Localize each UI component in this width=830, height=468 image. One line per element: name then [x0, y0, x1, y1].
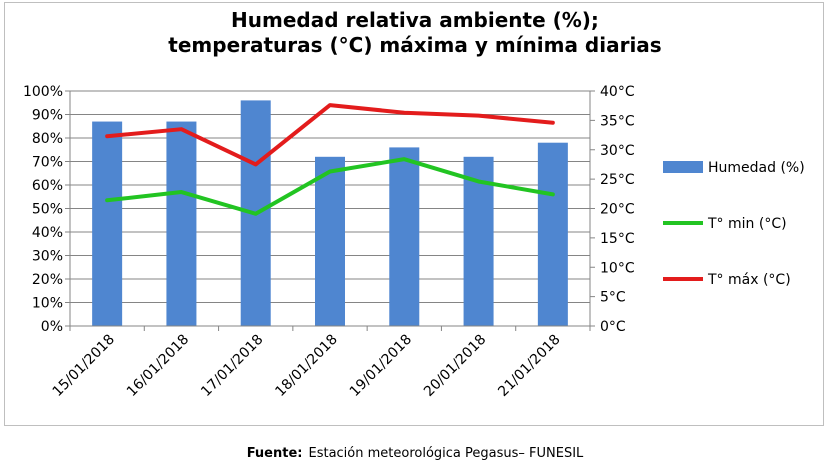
left-tick-label: 100%: [23, 84, 63, 100]
left-tick-label: 90%: [32, 108, 63, 124]
bars-humedad: [92, 100, 568, 327]
right-tick-label: 30°C: [600, 143, 635, 159]
legend-label: Humedad (%): [708, 160, 805, 176]
source-note: Fuente: Estación meteorológica Pegasus– F…: [0, 446, 830, 461]
source-text: Estación meteorológica Pegasus– FUNESIL: [308, 446, 584, 461]
series-line: [105, 157, 555, 216]
temperature-lines: [105, 103, 555, 216]
right-axis-ticks: 0°C 5°C 10°C 15°C 20°C 25°C 30°C 35°C 40°C: [590, 84, 635, 335]
left-tick-label: 80%: [32, 131, 63, 147]
source-label: Fuente:: [246, 446, 303, 461]
left-tick-label: 0%: [41, 319, 63, 335]
bar-humedad: [537, 142, 568, 326]
bar-humedad: [389, 147, 420, 326]
left-tick-label: 60%: [32, 178, 63, 194]
x-tick-label: 15/01/2018: [50, 332, 118, 400]
right-tick-label: 40°C: [600, 84, 635, 100]
bar-humedad: [166, 121, 197, 326]
left-tick-label: 10%: [32, 296, 63, 312]
right-tick-label: 0°C: [600, 319, 626, 335]
left-tick-label: 30%: [32, 249, 63, 265]
right-tick-label: 15°C: [600, 231, 635, 247]
left-tick-label: 20%: [32, 272, 63, 288]
chart-title-line-2: temperaturas (°C) máxima y mínima diaria…: [168, 33, 661, 57]
legend-swatch-bar: [663, 161, 703, 173]
x-tick-label: 18/01/2018: [272, 332, 340, 400]
legend-label: T° min (°C): [707, 216, 787, 232]
right-tick-label: 20°C: [600, 202, 635, 218]
right-tick-label: 5°C: [600, 290, 626, 306]
series-line: [105, 103, 555, 167]
x-axis-ticks: 15/01/2018 16/01/2018 17/01/2018 18/01/2018…: [50, 332, 564, 400]
left-axis-ticks: 0% 10% 20% 30% 40% 50% 60% 70% 80% 90% 100%: [23, 84, 70, 335]
legend-label: T° máx (°C): [707, 272, 791, 288]
left-tick-label: 50%: [32, 202, 63, 218]
chart-frame: Humedad relativa ambiente (%); temperatu…: [4, 2, 824, 426]
right-tick-label: 25°C: [600, 172, 635, 188]
x-tick-label: 17/01/2018: [198, 332, 266, 400]
right-tick-label: 35°C: [600, 113, 635, 129]
left-tick-label: 70%: [32, 155, 63, 171]
chart-title-line-1: Humedad relativa ambiente (%);: [231, 8, 599, 32]
x-tick-label: 16/01/2018: [124, 332, 192, 400]
legend: Humedad (%) T° min (°C) T° máx (°C): [663, 160, 805, 288]
x-tick-label: 20/01/2018: [421, 332, 489, 400]
left-tick-label: 40%: [32, 225, 63, 241]
bar-humedad: [92, 121, 123, 326]
x-tick-label: 19/01/2018: [347, 332, 415, 400]
bar-humedad: [315, 156, 345, 326]
chart: Humedad relativa ambiente (%); temperatu…: [23, 8, 805, 400]
x-tick-label: 21/01/2018: [495, 332, 563, 400]
right-tick-label: 10°C: [600, 260, 635, 276]
